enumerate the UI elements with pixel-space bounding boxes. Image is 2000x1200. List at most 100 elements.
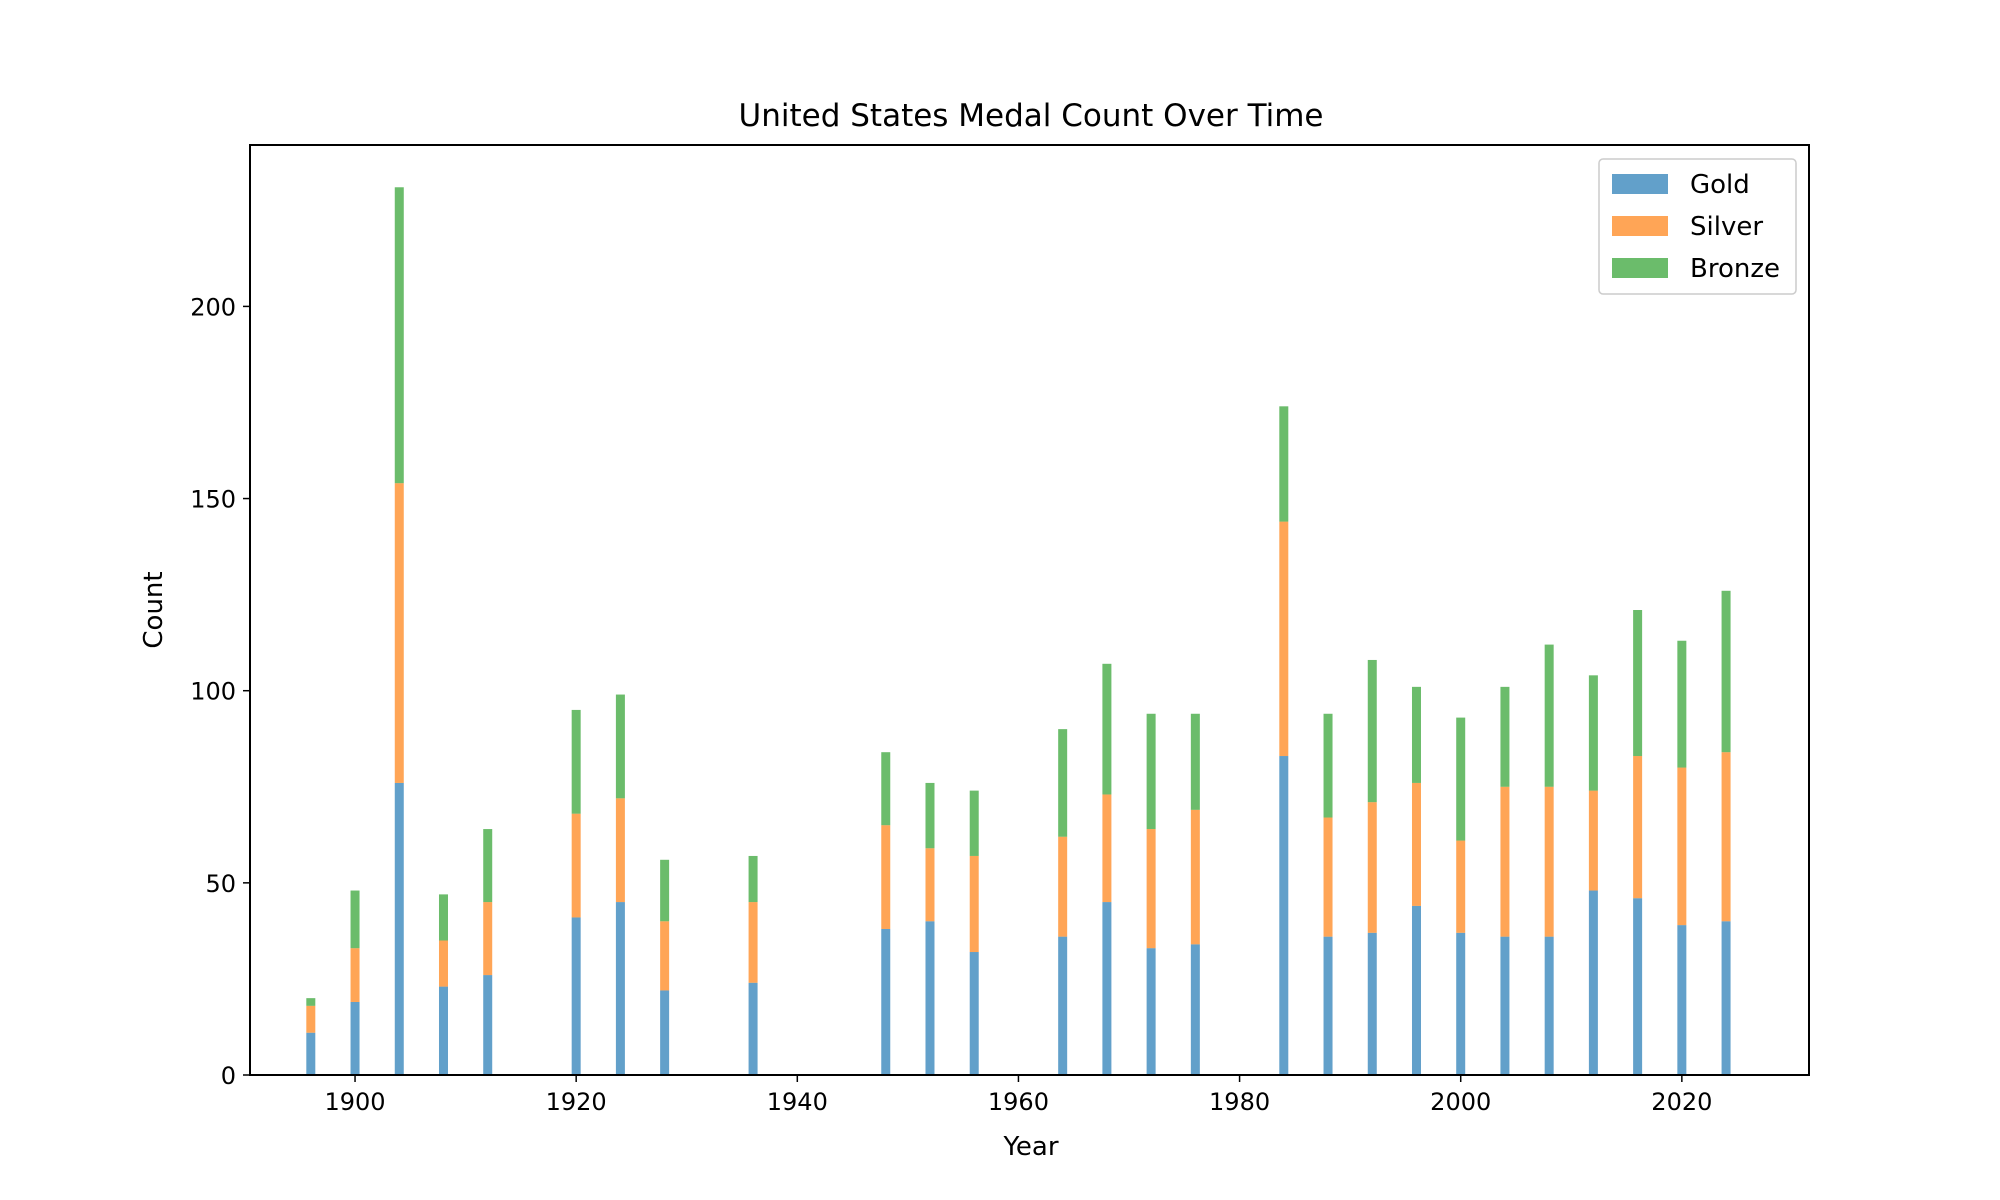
bar-bronze-1904: [394, 187, 404, 484]
bar-bronze-1956: [969, 790, 979, 856]
x-tick-label-1960: 1960: [988, 1088, 1049, 1116]
bar-bronze-1988: [1323, 713, 1333, 818]
x-axis: 1900 1920 1940 1960 1980 2000 2020: [324, 1075, 1712, 1116]
bar-silver-2000: [1456, 840, 1466, 933]
bar-gold-2008: [1544, 936, 1554, 1075]
bar-silver-1968: [1102, 794, 1112, 903]
bar-gold-1908: [438, 986, 448, 1075]
bar-silver-1964: [1058, 836, 1068, 937]
bar-bronze-1992: [1367, 659, 1377, 803]
bar-bronze-2008: [1544, 644, 1554, 787]
y-tick-label-50: 50: [205, 870, 236, 898]
bar-bronze-1984: [1279, 406, 1289, 522]
bar-bronze-1996: [1411, 686, 1421, 783]
legend: Gold Silver Bronze: [1598, 158, 1797, 295]
bar-bronze-2016: [1633, 610, 1643, 757]
bar-silver-1924: [615, 798, 625, 903]
y-axis: 0 50 100 150 200: [190, 293, 250, 1090]
bar-bronze-1920: [571, 709, 581, 814]
bar-silver-1996: [1411, 782, 1421, 906]
bar-silver-1984: [1279, 521, 1289, 757]
legend-swatch-gold: [1612, 174, 1668, 194]
x-tick-label-2000: 2000: [1430, 1088, 1491, 1116]
bar-bronze-1972: [1146, 713, 1156, 830]
bar-silver-2004: [1500, 786, 1510, 937]
bar-bronze-2024: [1721, 590, 1731, 753]
bar-silver-1900: [350, 948, 360, 1002]
bar-gold-1924: [615, 902, 625, 1075]
legend-label-silver: Silver: [1690, 212, 1763, 242]
bar-gold-1928: [660, 990, 670, 1075]
bar-bronze-1936: [748, 855, 758, 903]
bar-gold-1948: [881, 928, 891, 1075]
bar-silver-1992: [1367, 802, 1377, 933]
bar-bronze-1928: [660, 859, 670, 922]
bar-bronze-2020: [1677, 640, 1687, 768]
bar-bronze-2000: [1456, 717, 1466, 841]
bar-gold-1992: [1367, 932, 1377, 1075]
bar-silver-1912: [483, 902, 493, 976]
y-tick-label-100: 100: [190, 678, 236, 706]
legend-swatch-bronze: [1612, 258, 1668, 278]
bar-silver-2008: [1544, 786, 1554, 937]
x-tick-label-1900: 1900: [324, 1088, 385, 1116]
bars-layer: [306, 187, 1731, 1075]
bar-silver-1952: [925, 848, 935, 922]
y-tick-label-200: 200: [190, 293, 236, 321]
bar-silver-2024: [1721, 752, 1731, 922]
bar-bronze-1912: [483, 829, 493, 903]
bar-silver-1928: [660, 921, 670, 991]
bar-silver-1908: [438, 940, 448, 987]
bar-silver-1988: [1323, 817, 1333, 937]
bar-silver-1956: [969, 855, 979, 953]
bar-gold-1904: [394, 782, 404, 1075]
bar-gold-1956: [969, 952, 979, 1075]
x-tick-label-1920: 1920: [546, 1088, 607, 1116]
bar-gold-1968: [1102, 902, 1112, 1075]
y-tick-label-0: 0: [221, 1062, 236, 1090]
bar-gold-1984: [1279, 756, 1289, 1075]
bar-gold-1964: [1058, 936, 1068, 1075]
x-axis-label: Year: [1002, 1132, 1058, 1162]
legend-label-bronze: Bronze: [1690, 254, 1780, 284]
bar-gold-1936: [748, 982, 758, 1075]
bar-silver-1936: [748, 902, 758, 983]
bar-gold-2000: [1456, 932, 1466, 1075]
bar-silver-1920: [571, 813, 581, 918]
bar-bronze-1900: [350, 890, 360, 949]
bar-silver-2020: [1677, 767, 1687, 926]
bar-bronze-1924: [615, 694, 625, 799]
legend-label-gold: Gold: [1690, 170, 1750, 200]
bar-bronze-1908: [438, 894, 448, 941]
bar-gold-2020: [1677, 925, 1687, 1075]
bar-gold-1900: [350, 1001, 360, 1075]
plot-frame: [249, 144, 1810, 1076]
bar-gold-1972: [1146, 948, 1156, 1075]
bar-gold-1952: [925, 921, 935, 1075]
bar-gold-1988: [1323, 936, 1333, 1075]
bar-bronze-2004: [1500, 686, 1510, 787]
bar-bronze-1952: [925, 782, 935, 849]
bar-gold-2016: [1633, 898, 1643, 1075]
legend-swatch-silver: [1612, 216, 1668, 236]
bar-gold-1896: [306, 1032, 316, 1075]
bar-silver-1896: [306, 1005, 316, 1033]
bar-silver-1972: [1146, 829, 1156, 949]
bar-silver-1904: [394, 483, 404, 783]
x-tick-label-1980: 1980: [1209, 1088, 1270, 1116]
y-axis-label: Count: [139, 571, 169, 648]
bar-bronze-1948: [881, 752, 891, 826]
bar-gold-2024: [1721, 921, 1731, 1075]
bar-gold-1912: [483, 975, 493, 1075]
y-tick-label-150: 150: [190, 486, 236, 514]
bar-gold-1920: [571, 917, 581, 1075]
bar-bronze-1896: [306, 998, 316, 1006]
x-tick-label-2020: 2020: [1651, 1088, 1712, 1116]
chart-title: United States Medal Count Over Time: [739, 98, 1324, 134]
bar-bronze-2012: [1588, 675, 1598, 791]
bar-silver-1976: [1190, 809, 1200, 945]
bar-bronze-1976: [1190, 713, 1200, 810]
bar-gold-1996: [1411, 905, 1421, 1075]
x-tick-label-1940: 1940: [767, 1088, 828, 1116]
